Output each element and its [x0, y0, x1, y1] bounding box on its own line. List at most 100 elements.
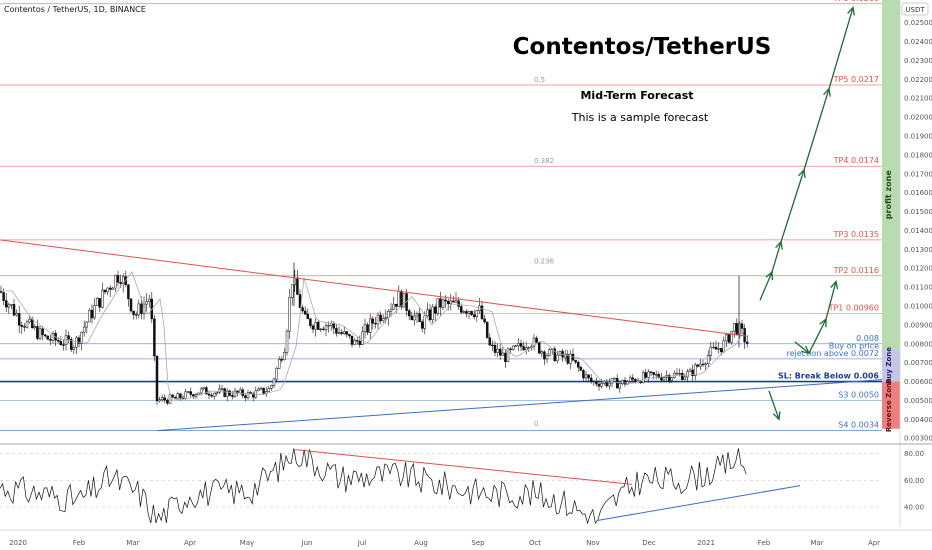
candle [488, 333, 492, 347]
candle [127, 284, 130, 307]
candle [7, 302, 11, 314]
candle [511, 345, 515, 351]
candle [683, 373, 687, 381]
candle [465, 309, 468, 318]
candle [93, 298, 96, 320]
candle [46, 335, 50, 340]
candle [597, 380, 601, 391]
candle [662, 376, 666, 382]
candle [246, 390, 250, 401]
s4-label: S4 0.0034 [838, 421, 879, 430]
candle [51, 330, 55, 344]
candle [244, 393, 247, 402]
arrow-upper-5 [828, 6, 855, 89]
price-tick: 0.02300 [904, 57, 932, 65]
candle [631, 374, 635, 383]
candle [376, 312, 380, 330]
arrow-upper-2 [771, 240, 783, 273]
candle [415, 311, 419, 323]
candle [574, 359, 577, 365]
candle [311, 323, 315, 334]
candle [392, 296, 395, 310]
candle [730, 330, 733, 345]
candle [158, 396, 161, 403]
level-0008-label: 0.008 [856, 334, 879, 343]
candle [215, 391, 219, 397]
candle [524, 342, 528, 355]
candle [626, 379, 629, 385]
candle [381, 314, 385, 323]
candle [428, 304, 432, 323]
candle [314, 318, 317, 337]
candle [436, 298, 440, 316]
candle [358, 335, 362, 348]
candle [701, 359, 705, 367]
price-tick: 0.02200 [904, 76, 932, 84]
candle [355, 337, 359, 345]
candle [426, 302, 429, 318]
candle [709, 341, 713, 362]
ascending-support-line [156, 379, 883, 432]
candle [623, 377, 627, 387]
candle [309, 317, 312, 329]
candle [379, 311, 382, 324]
candle [254, 386, 258, 400]
candle [496, 343, 499, 358]
candle [153, 315, 156, 361]
price-tick: 0.02000 [904, 114, 932, 122]
candle [88, 308, 91, 323]
candle [75, 336, 78, 355]
candle [579, 365, 583, 372]
price-tick: 0.00900 [904, 321, 932, 329]
candle [410, 311, 414, 321]
candle [699, 358, 702, 370]
fib-label-2: 0.236 [534, 257, 555, 265]
price-tick: 0.01000 [904, 303, 932, 311]
forecast-arrows [759, 6, 855, 421]
buy-on-price-label: Buy on price [829, 341, 879, 350]
candle [28, 315, 31, 324]
profit-zone-strip [882, 0, 900, 350]
candle [77, 335, 81, 348]
candle [285, 328, 289, 356]
candle [137, 299, 141, 319]
candle [613, 377, 616, 380]
buy-zone-strip [882, 349, 900, 382]
candle [566, 350, 570, 366]
candle [691, 364, 694, 381]
candle [25, 319, 29, 329]
stop-loss-label: SL: Break Below 0.006 [778, 372, 879, 381]
time-tick: Aug [414, 539, 428, 547]
candle [101, 282, 104, 309]
candle [735, 318, 739, 336]
time-tick: 2020 [9, 539, 27, 547]
candle [303, 306, 307, 316]
candle [418, 308, 421, 323]
buy-zone-label: Buy Zone [885, 347, 893, 384]
candle [548, 348, 551, 357]
candle [592, 380, 596, 386]
candle [745, 335, 749, 348]
currency-badge [901, 2, 929, 16]
candle [296, 269, 299, 295]
candle [472, 309, 476, 320]
candle [431, 304, 434, 323]
candle [283, 348, 286, 361]
candle [270, 384, 273, 391]
price-tick: 0.02100 [904, 95, 932, 103]
candle [543, 350, 546, 366]
candle [257, 387, 260, 392]
candle [712, 342, 715, 349]
price-tick: 0.01400 [904, 227, 932, 235]
candle [368, 313, 372, 340]
candle [202, 387, 206, 391]
candle [654, 370, 658, 380]
candle [176, 391, 180, 399]
candle [186, 390, 190, 394]
candle [363, 318, 367, 339]
candle [301, 304, 304, 314]
candle [0, 285, 3, 294]
candle [389, 302, 393, 317]
